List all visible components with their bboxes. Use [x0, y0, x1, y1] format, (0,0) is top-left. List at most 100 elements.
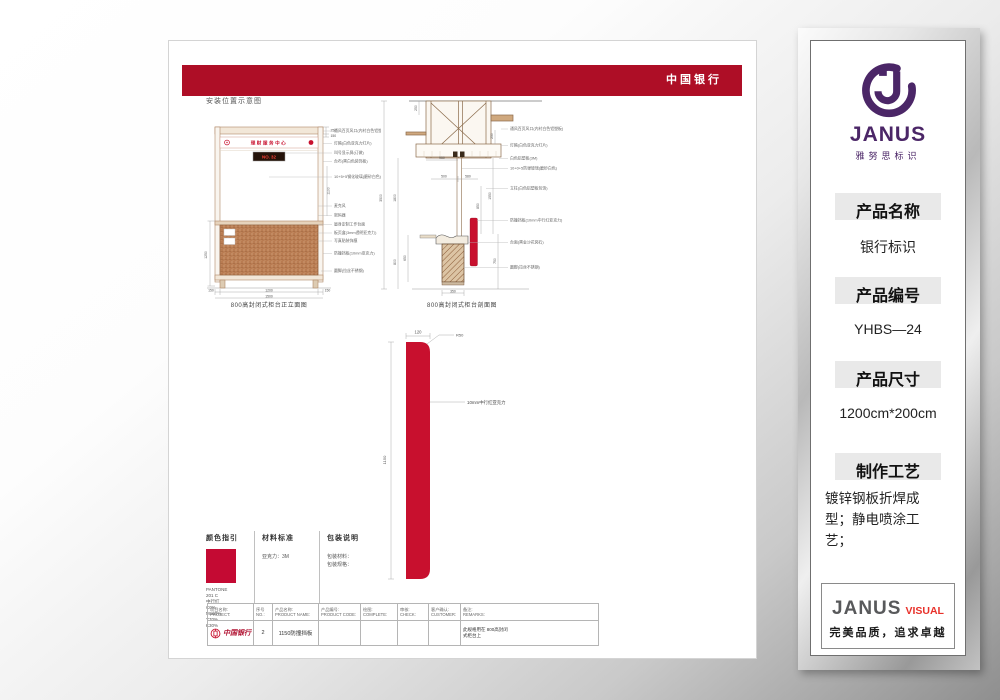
header-check: 审核: CHECK:: [397, 603, 429, 621]
packing-note: 包装说明 包装材料： 包装规格：: [327, 533, 387, 569]
dim-label: 250: [490, 133, 494, 139]
divider: [254, 531, 255, 603]
counter-base: [441, 243, 465, 283]
remarks-text: 此规格用在 800高封闭式柜台上: [463, 627, 508, 638]
footer-brand-suffix: VISUAL: [905, 605, 944, 617]
annotation-label: 密码器: [334, 213, 346, 218]
dim-label: 350: [450, 289, 456, 293]
material-standard: 材料标准 亚克力：3M: [262, 533, 312, 561]
annotation-labels: 通风百页风口(内衬白色铝塑板) 灯箱(白色亚克力灯片) 叫号显示屏(订做) 台布…: [334, 128, 381, 273]
boc-logo-icon: [210, 628, 221, 638]
dim-label: 250: [414, 105, 418, 111]
baffle-shape: [406, 342, 430, 579]
dimension-labels: 3500 1800 250 250 950 500 580 1550 850 7…: [379, 105, 497, 293]
dim-label: 1800: [393, 194, 397, 202]
product-name-header: 产品名称: [835, 193, 941, 221]
packing-material-line: 包装材料：: [327, 554, 353, 560]
cell-no: 2: [253, 620, 273, 646]
baffle-drawing: 120 R50 1150 10mm中行红亚克力: [382, 330, 506, 580]
dimension-lines: [381, 100, 499, 296]
brand-name: JANUS: [849, 123, 927, 146]
counter-top-profile: [435, 234, 469, 245]
dim-label: 1550: [488, 192, 492, 200]
footer-slogan: 完美品质，追求卓越: [829, 626, 947, 639]
annotation-label: 圆脚(拉丝不锈钢): [334, 268, 365, 273]
cell-remarks: 此规格用在 800高封闭式柜台上: [460, 620, 599, 646]
annotation-label: 10+0+5防弹玻璃(磨砂白色): [510, 166, 558, 171]
product-code-header: 产品编号: [835, 277, 941, 305]
material-title: 材料标准: [262, 535, 294, 542]
annotation-leaders: [462, 128, 508, 268]
dim-label: 1500: [265, 294, 273, 298]
annotation-label: 写真贴装饰膜: [334, 238, 357, 243]
annotation-label: 台布(黑白色装饰板): [334, 159, 368, 164]
header-no: 序号 NO.:: [253, 603, 273, 621]
header-customer: 客户确认: CUSTOMER:: [428, 603, 461, 621]
soffit-lightbox: [415, 143, 502, 158]
product-size-value: 1200cm*200cm: [839, 405, 937, 421]
process-value: 镀锌钢板折焊成型；静电喷涂工艺；: [825, 491, 920, 548]
bank-banner: 中国银行: [182, 65, 742, 96]
header-product-name: 产品名称: PRODUCT NAME:: [272, 603, 319, 621]
cell-product-code: [318, 620, 361, 646]
sidebar-panel: JANUS 雅努思标识 产品名称 银行标识 产品编号 YHBS—24 产品尺寸 …: [810, 40, 966, 656]
dim-label: 1200: [265, 288, 273, 292]
annotation-label: 板页盒(3mm透明亚克力): [334, 230, 377, 235]
dim-label: 580: [465, 175, 471, 179]
annotation-label: 叫号显示屏(订做): [334, 150, 365, 155]
packing-spec-line: 包装规格：: [327, 562, 353, 568]
pantone-line: 中行红: [206, 599, 220, 605]
annotation-label: 通风百页风口(内衬白色铝塑板): [510, 126, 564, 131]
dimension-lines: [207, 126, 329, 299]
queue-display-text: NO. 32: [262, 155, 276, 160]
project-bank-name: 中国银行: [223, 628, 251, 637]
process-header: 制作工艺: [835, 453, 941, 481]
title-block-table: 项目名称: PROJECT: 序号 NO.: 产品名称: PRODUCT NAME: …: [207, 603, 599, 646]
boc-logo-icon: [224, 139, 230, 146]
dim-label: 500: [441, 175, 447, 179]
dim-label: 1150: [382, 455, 387, 464]
janus-logo-icon: [862, 63, 916, 118]
dim-label: 120: [415, 330, 423, 335]
annotation-label: 灯箱(白色亚克力灯片): [510, 143, 548, 148]
elevation-drawing: 理财服务中心 NO. 32 1250 250 150 1100 150 12: [204, 126, 381, 299]
annotation-labels: 通风百页风口(内衬白色铝塑板) 灯箱(白色亚克力灯片) 白色铝塑板(3M) 10…: [510, 126, 564, 270]
section-drawing: 3500 1800 250 250 950 500 580 1550 850 7…: [379, 100, 564, 296]
dim-label: 3500: [379, 194, 383, 202]
dim-label: 650: [403, 255, 407, 261]
annotation-label: 白色铝塑板(3M): [510, 156, 538, 161]
cell-customer: [428, 620, 461, 646]
annotation-label: 麦克风: [334, 203, 346, 208]
dim-label: 850: [476, 203, 480, 209]
annotation-label: 灯箱(白色亚克力灯片): [334, 141, 372, 146]
footer-brand: JANUS: [832, 598, 902, 619]
dim-label: 1100: [327, 187, 331, 194]
header-remarks: 备注: REMARKS:: [460, 603, 599, 621]
annotation-leaders: [269, 130, 332, 272]
material-note: 10mm中行红亚克力: [467, 399, 506, 406]
header-complete: 绘图: COMPLETE:: [360, 603, 398, 621]
cell-check: [397, 620, 429, 646]
section-caption: 800高封闭式柜台剖面图: [426, 303, 497, 309]
dim-label: 750: [493, 258, 497, 264]
janus-visual-box: JANUS VISUAL 完美品质，追求卓越: [821, 583, 955, 649]
sign-badge: [308, 140, 314, 145]
dim-label: 150: [208, 288, 214, 292]
packing-title: 包装说明: [327, 535, 359, 542]
annotation-label: 防撞挡板(10mm中行红亚克力): [510, 218, 563, 223]
annotation-label: 量身定制工作台面: [334, 222, 365, 227]
pantone-line: 201 C: [206, 593, 219, 599]
dim-label: 250: [331, 129, 337, 133]
material-value: 亚克力：3M: [262, 554, 289, 560]
annotation-label: 防撞挡板(10mm亚克力): [334, 251, 375, 256]
header-product-code: 产品编号: PRODUCT CODE:: [318, 603, 361, 621]
product-size-header: 产品尺寸: [835, 361, 941, 389]
install-position-note: 安装位置示意图: [206, 98, 262, 105]
cell-complete: [360, 620, 398, 646]
color-guide-title: 颜色指引: [206, 535, 238, 542]
product-name-value: 银行标识: [860, 239, 916, 255]
annotation-label: 立柱(白色铝塑板包饰): [510, 186, 548, 191]
dim-label: 950: [439, 156, 445, 160]
sidebar-frame: JANUS 雅努思标识 产品名称 银行标识 产品编号 YHBS—24 产品尺寸 …: [798, 28, 980, 670]
